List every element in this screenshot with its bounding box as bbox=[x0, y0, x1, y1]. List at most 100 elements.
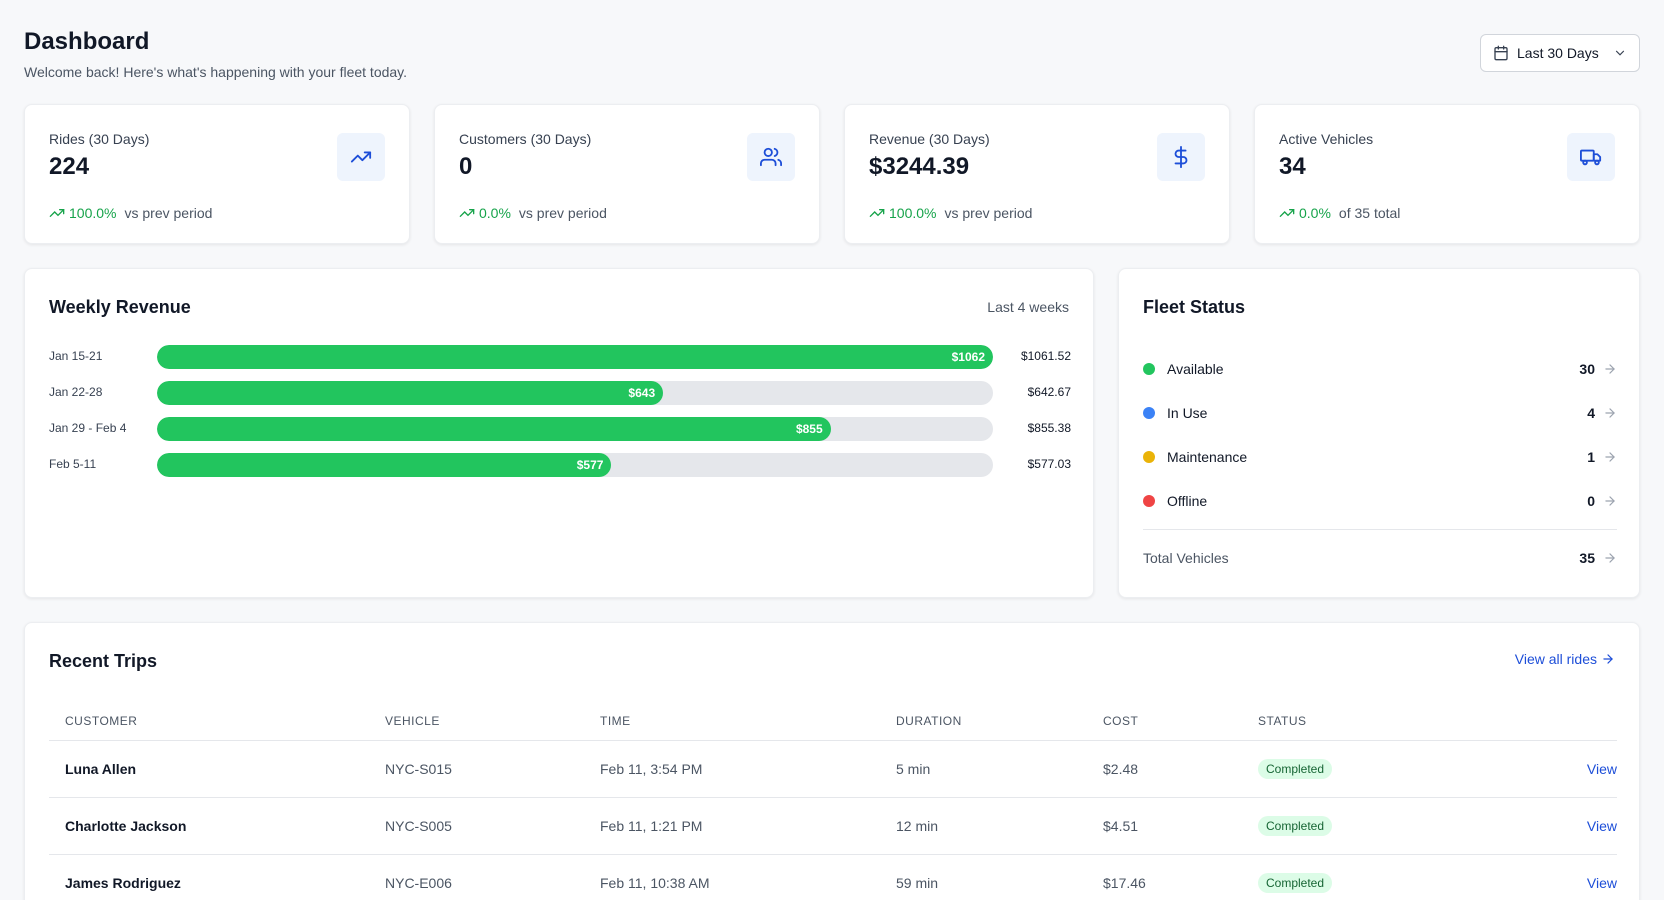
table-row: James Rodriguez NYC-E006 Feb 11, 10:38 A… bbox=[49, 855, 1617, 900]
trip-time: Feb 11, 3:54 PM bbox=[600, 761, 703, 777]
kpi-value: 0 bbox=[459, 153, 473, 180]
kpi-card-rides: Rides (30 Days) 224 100.0% vs prev perio… bbox=[24, 104, 410, 244]
date-range-label: Last 30 Days bbox=[1517, 45, 1599, 61]
revenue-week-label: Jan 15-21 bbox=[49, 349, 103, 363]
revenue-week-label: Jan 29 - Feb 4 bbox=[49, 421, 127, 435]
trip-vehicle: NYC-E006 bbox=[385, 875, 452, 891]
date-range-dropdown[interactable]: Last 30 Days bbox=[1480, 34, 1640, 72]
kpi-card-active-vehicles: Active Vehicles 34 0.0% of 35 total bbox=[1254, 104, 1640, 244]
arrow-right-icon bbox=[1605, 452, 1615, 462]
kpi-trend-percent: 100.0% bbox=[889, 205, 937, 221]
trend-up-icon bbox=[459, 209, 475, 217]
revenue-value: $1061.52 bbox=[1020, 349, 1071, 363]
fleet-total-label: Total Vehicles bbox=[1143, 550, 1229, 566]
arrow-right-icon bbox=[1605, 408, 1615, 418]
revenue-bar-fill: $855 bbox=[157, 417, 831, 441]
trend-up-icon bbox=[869, 209, 885, 217]
users-icon bbox=[747, 133, 795, 181]
fleet-status-list: Available 30 In Use 4 Maintenance 1 Offl… bbox=[1143, 347, 1617, 523]
divider bbox=[1143, 529, 1617, 530]
fleet-status-title: Fleet Status bbox=[1143, 297, 1246, 317]
fleet-item-count: 4 bbox=[1587, 405, 1595, 421]
trip-cost: $4.51 bbox=[1103, 818, 1139, 834]
page-header: Dashboard Welcome back! Here's what's ha… bbox=[24, 24, 1640, 84]
revenue-bar-fill: $577 bbox=[157, 453, 612, 477]
recent-trips-card: Recent Trips View all rides CUSTOMER VEH… bbox=[24, 622, 1640, 900]
arrow-right-icon bbox=[1605, 364, 1615, 374]
trip-customer: James Rodriguez bbox=[65, 875, 181, 891]
status-badge: Completed bbox=[1258, 759, 1333, 779]
kpi-trend: 100.0% vs prev period bbox=[869, 205, 1032, 221]
revenue-value: $577.03 bbox=[1027, 457, 1071, 471]
revenue-bar-label: $1062 bbox=[951, 350, 985, 364]
revenue-bar-label: $577 bbox=[576, 458, 604, 472]
revenue-bar-track: $577 bbox=[157, 453, 993, 477]
fleet-item-offline[interactable]: Offline 0 bbox=[1143, 479, 1617, 523]
column-header: STATUS bbox=[1258, 713, 1307, 728]
trip-customer: Luna Allen bbox=[65, 761, 137, 777]
chevron-down-icon bbox=[1615, 50, 1625, 56]
table-header: CUSTOMER VEHICLE TIME DURATION COST STAT… bbox=[49, 701, 1617, 741]
fleet-item-in-use[interactable]: In Use 4 bbox=[1143, 391, 1617, 435]
truck-icon bbox=[1567, 133, 1615, 181]
table-row: Charlotte Jackson NYC-S005 Feb 11, 1:21 … bbox=[49, 798, 1617, 855]
recent-trips-table: CUSTOMER VEHICLE TIME DURATION COST STAT… bbox=[49, 701, 1617, 900]
trip-duration: 5 min bbox=[896, 761, 931, 777]
fleet-total-row[interactable]: Total Vehicles 35 bbox=[1143, 543, 1617, 573]
kpi-trend-percent: 0.0% bbox=[1299, 205, 1331, 221]
kpi-trend: 100.0% vs prev period bbox=[49, 205, 212, 221]
fleet-total-count: 35 bbox=[1579, 550, 1595, 566]
trip-time: Feb 11, 1:21 PM bbox=[600, 818, 703, 834]
revenue-bar-track: $1062 bbox=[157, 345, 993, 369]
page-subtitle: Welcome back! Here's what's happening wi… bbox=[24, 64, 408, 80]
kpi-trend-context: of 35 total bbox=[1338, 205, 1401, 221]
column-header: CUSTOMER bbox=[65, 713, 138, 728]
kpi-label: Revenue (30 Days) bbox=[869, 131, 990, 147]
revenue-row: Jan 22-28 $643 $642.67 bbox=[49, 381, 1071, 405]
kpi-row: Rides (30 Days) 224 100.0% vs prev perio… bbox=[24, 104, 1640, 244]
weekly-revenue-card: Weekly Revenue Last 4 weeks Jan 15-21 $1… bbox=[24, 268, 1094, 598]
status-dot bbox=[1143, 495, 1155, 507]
column-header: VEHICLE bbox=[385, 713, 440, 728]
revenue-bar-label: $855 bbox=[795, 422, 823, 436]
view-trip-link[interactable]: View bbox=[1586, 875, 1617, 891]
revenue-row: Jan 29 - Feb 4 $855 $855.38 bbox=[49, 417, 1071, 441]
trip-time: Feb 11, 10:38 AM bbox=[600, 875, 710, 891]
fleet-item-label: Available bbox=[1167, 361, 1224, 377]
kpi-trend-context: vs prev period bbox=[944, 205, 1033, 221]
arrow-right-icon bbox=[1603, 654, 1613, 664]
status-badge: Completed bbox=[1258, 816, 1333, 836]
view-trip-link[interactable]: View bbox=[1586, 761, 1617, 777]
calendar-icon bbox=[1494, 45, 1508, 61]
kpi-card-revenue: Revenue (30 Days) $3244.39 100.0% vs pre… bbox=[844, 104, 1230, 244]
table-row: Luna Allen NYC-S015 Feb 11, 3:54 PM 5 mi… bbox=[49, 741, 1617, 798]
dollar-icon bbox=[1157, 133, 1205, 181]
kpi-trend: 0.0% of 35 total bbox=[1279, 205, 1400, 221]
fleet-item-label: In Use bbox=[1167, 405, 1208, 421]
column-header: COST bbox=[1103, 713, 1139, 728]
fleet-status-card: Fleet Status Available 30 In Use 4 Maint… bbox=[1118, 268, 1640, 598]
revenue-value: $855.38 bbox=[1027, 421, 1071, 435]
status-dot bbox=[1143, 451, 1155, 463]
trip-vehicle: NYC-S015 bbox=[385, 761, 452, 777]
revenue-value: $642.67 bbox=[1027, 385, 1071, 399]
revenue-bar-label: $643 bbox=[628, 386, 656, 400]
revenue-row: Jan 15-21 $1062 $1061.52 bbox=[49, 345, 1071, 369]
trip-duration: 59 min bbox=[896, 875, 939, 891]
fleet-item-count: 30 bbox=[1579, 361, 1595, 377]
view-all-rides-link[interactable]: View all rides bbox=[1515, 651, 1615, 667]
view-trip-link[interactable]: View bbox=[1586, 818, 1617, 834]
fleet-item-maintenance[interactable]: Maintenance 1 bbox=[1143, 435, 1617, 479]
fleet-item-label: Maintenance bbox=[1167, 449, 1248, 465]
arrow-right-icon bbox=[1605, 496, 1615, 506]
page-title: Dashboard bbox=[24, 28, 150, 55]
trend-up-icon bbox=[49, 209, 65, 217]
kpi-value: 224 bbox=[49, 153, 90, 180]
kpi-value: $3244.39 bbox=[869, 153, 970, 180]
view-all-label: View all rides bbox=[1514, 651, 1597, 667]
fleet-item-available[interactable]: Available 30 bbox=[1143, 347, 1617, 391]
recent-trips-title: Recent Trips bbox=[49, 651, 158, 671]
kpi-trend-percent: 100.0% bbox=[69, 205, 117, 221]
revenue-bar-fill: $1062 bbox=[157, 345, 993, 369]
kpi-label: Active Vehicles bbox=[1279, 131, 1374, 147]
